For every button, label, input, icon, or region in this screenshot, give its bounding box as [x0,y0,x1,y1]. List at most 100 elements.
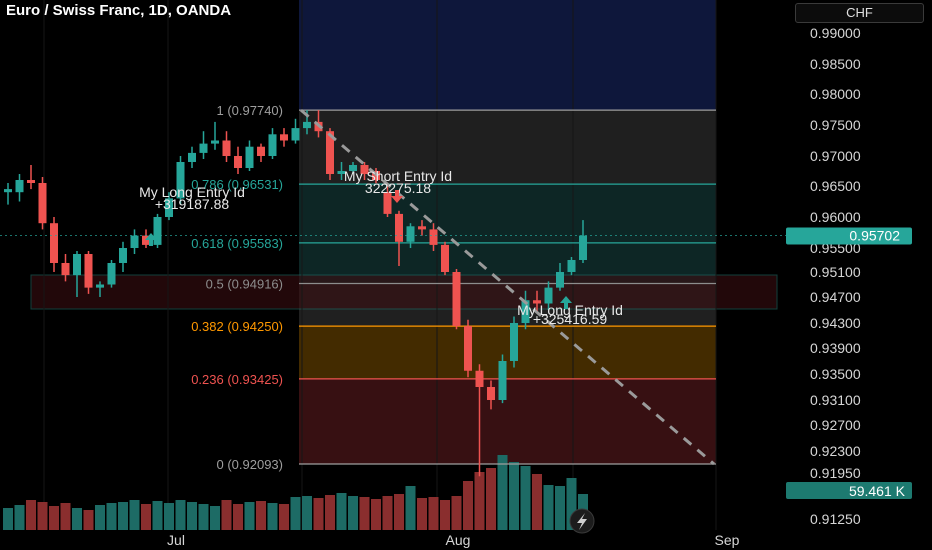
volume-bar [428,497,439,530]
price-tick-label: 0.92300 [810,443,861,459]
price-tick-label: 0.93500 [810,366,861,382]
price-tick-label: 0.91950 [810,465,861,481]
candle [38,177,47,230]
candle [337,162,346,180]
candle [107,260,116,288]
candle [567,257,576,276]
trendline[interactable] [300,108,715,466]
long-entry-arrow-icon [560,296,572,309]
fib-zone-0.786 [299,184,716,243]
candle-body [4,189,12,193]
candle-body [142,235,150,245]
candle [153,213,162,248]
price-tick-label: 0.99000 [810,25,861,41]
candle [464,319,472,378]
trade-value-label: +325416.59 [533,311,608,327]
volume-bar [83,510,94,530]
time-tick-label: Jul [167,532,185,548]
candle [142,229,150,248]
candle-body [257,146,265,156]
candle [544,281,553,310]
candle-body [441,244,449,272]
volume-bar [486,468,496,530]
candle-body [475,370,484,387]
volume-bar [256,501,266,530]
fib-label-0: 0 (0.92093) [217,457,284,472]
candle-body [153,217,162,245]
candle [211,121,219,150]
candle [429,223,438,251]
volume-bar [198,504,209,530]
candle-body [464,326,472,371]
volume-bar [336,493,347,530]
volume-badge [786,482,912,499]
volume-bar [279,504,289,530]
candle-body [303,121,311,129]
volume-bar [106,503,117,530]
time-axis[interactable]: Jul Aug Sep [167,508,740,548]
volume-bar [359,497,370,530]
volume-bar [313,498,324,530]
candle [395,210,403,266]
trade-name-label: My Long Entry Id [517,302,623,318]
candle-body [61,263,70,276]
volume-bar [371,499,381,530]
volume-bar [543,485,554,530]
candle [245,140,254,171]
volume-bar [49,506,59,530]
candle-body [119,248,127,263]
candle-body [418,226,426,230]
fib-label-0.786: 0.786 (0.96531) [191,177,283,192]
trade-name-label: My Long Entry Id [139,184,245,200]
volume-bar [187,502,197,530]
fib-label-0.236: 0.236 (0.93425) [191,372,283,387]
volume-bar [417,498,427,530]
price-tick-label: 0.96500 [810,178,861,194]
candle [234,146,242,174]
candle-body [544,287,553,304]
currency-selector[interactable]: CHF [795,3,924,23]
short-entry-arrow-icon [391,190,403,203]
candle-body [130,235,139,248]
trade-value-label: 322275.18 [365,180,431,196]
range-box [30,274,778,310]
candle [27,165,35,190]
candle-body [15,180,24,193]
price-tick-label: 0.92700 [810,417,861,433]
candle-body [38,183,47,224]
candle-body [487,387,495,400]
candle-body [245,146,254,168]
candle [441,241,449,276]
volume-bar [221,500,232,530]
volume-bar [405,486,416,530]
fib-zone-0.382 [299,326,716,379]
candle-body [84,254,93,288]
long-entry-arrow-icon [145,233,157,246]
volume-bar [325,495,335,530]
candle-body [498,361,507,400]
lightning-icon[interactable] [569,508,595,534]
fib-label-0.618: 0.618 (0.95583) [191,236,283,251]
candle [291,118,300,144]
volume-bar [451,496,462,530]
candle-body [291,128,300,141]
price-tick-label: 0.94300 [810,315,861,331]
candle-body [50,223,58,263]
candle [119,241,127,272]
volume-bar [267,503,278,530]
candle [50,217,58,272]
volume-bar [474,472,485,530]
time-tick-label: Sep [715,532,740,548]
price-axis[interactable]: 0.99000 0.98500 0.98000 0.97500 0.97000 0.965… [0,25,912,527]
price-tick-label: 0.91250 [810,511,861,527]
trade-value-label: +319187.88 [155,196,230,212]
volume-bar [118,502,128,530]
candle [383,186,392,217]
fib-label-1: 1 (0.97740) [217,103,284,118]
candle-body [107,263,116,285]
fibonacci-retracement[interactable]: 1 (0.97740) 0.786 (0.96531) 0.618 (0.95583… [191,103,716,472]
current-price-badge [786,227,912,245]
price-tick-label: 0.93100 [810,392,861,408]
candle [222,131,231,162]
